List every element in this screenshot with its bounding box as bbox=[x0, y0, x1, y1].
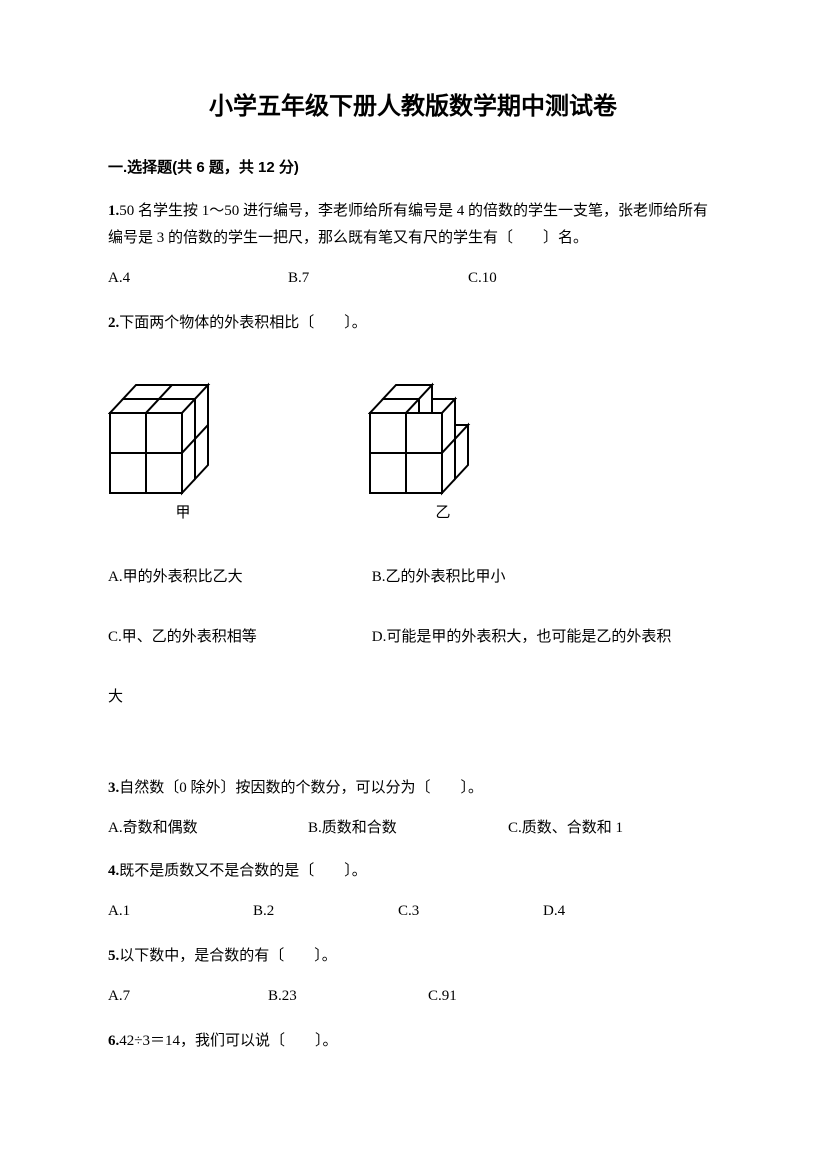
q2-opt-b: B.乙的外表积比甲小 bbox=[372, 565, 632, 589]
q2-opt-d: D.可能是甲的外表积大，也可能是乙的外表积 bbox=[372, 625, 672, 649]
figure-jia: 甲 bbox=[108, 367, 258, 525]
q1-opt-a: A.4 bbox=[108, 266, 288, 290]
q1-opt-c: C.10 bbox=[468, 266, 648, 290]
page-title: 小学五年级下册人教版数学期中测试卷 bbox=[108, 88, 718, 126]
q1-opt-b: B.7 bbox=[288, 266, 468, 290]
q5-opt-c: C.91 bbox=[428, 984, 608, 1008]
question-4-text: 既不是质数又不是合数的是〔 〕。 bbox=[119, 863, 367, 879]
question-3-text: 自然数〔0 除外〕按因数的个数分，可以分为〔 〕。 bbox=[119, 780, 483, 796]
figure-yi: 乙 bbox=[368, 367, 518, 525]
question-3: 3.自然数〔0 除外〕按因数的个数分，可以分为〔 〕。 bbox=[108, 775, 718, 802]
question-2-options: A.甲的外表积比乙大 B.乙的外表积比甲小 C.甲、乙的外表积相等 D.可能是甲… bbox=[108, 565, 718, 709]
question-1-text: 50 名学生按 1～50 进行编号，李老师给所有编号是 4 的倍数的学生一支笔，… bbox=[108, 203, 708, 246]
question-1-options: A.4 B.7 C.10 bbox=[108, 266, 718, 290]
question-2: 2.下面两个物体的外表积相比〔 〕。 bbox=[108, 310, 718, 337]
figure-yi-label: 乙 bbox=[435, 501, 450, 525]
q5-opt-a: A.7 bbox=[108, 984, 268, 1008]
q5-opt-b: B.23 bbox=[268, 984, 428, 1008]
q3-opt-b: B.质数和合数 bbox=[308, 816, 508, 840]
question-5-options: A.7 B.23 C.91 bbox=[108, 984, 718, 1008]
question-6: 6.42÷3＝14，我们可以说〔 〕。 bbox=[108, 1028, 718, 1055]
q2-opt-a: A.甲的外表积比乙大 bbox=[108, 565, 368, 589]
question-6-text: 42÷3＝14，我们可以说〔 〕。 bbox=[119, 1033, 337, 1049]
question-5: 5.以下数中，是合数的有〔 〕。 bbox=[108, 943, 718, 970]
question-3-options: A.奇数和偶数 B.质数和合数 C.质数、合数和 1 bbox=[108, 816, 718, 840]
section-header: 一.选择题(共 6 题，共 12 分) bbox=[108, 156, 718, 180]
q4-opt-d: D.4 bbox=[543, 899, 688, 923]
cube-jia-icon bbox=[108, 367, 258, 497]
q3-opt-a: A.奇数和偶数 bbox=[108, 816, 308, 840]
q3-opt-c: C.质数、合数和 1 bbox=[508, 816, 688, 840]
question-5-text: 以下数中，是合数的有〔 〕。 bbox=[119, 948, 337, 964]
question-1: 1.50 名学生按 1～50 进行编号，李老师给所有编号是 4 的倍数的学生一支… bbox=[108, 198, 718, 252]
question-4: 4.既不是质数又不是合数的是〔 〕。 bbox=[108, 858, 718, 885]
q4-opt-b: B.2 bbox=[253, 899, 398, 923]
cube-yi-icon bbox=[368, 367, 518, 497]
figure-jia-label: 甲 bbox=[175, 501, 190, 525]
question-2-text: 下面两个物体的外表积相比〔 〕。 bbox=[119, 315, 367, 331]
q2-opt-c: C.甲、乙的外表积相等 bbox=[108, 625, 368, 649]
figure-container: 甲 bbox=[108, 367, 718, 525]
q4-opt-c: C.3 bbox=[398, 899, 543, 923]
question-4-options: A.1 B.2 C.3 D.4 bbox=[108, 899, 718, 923]
q4-opt-a: A.1 bbox=[108, 899, 253, 923]
q2-opt-d-continue: 大 bbox=[108, 685, 368, 709]
